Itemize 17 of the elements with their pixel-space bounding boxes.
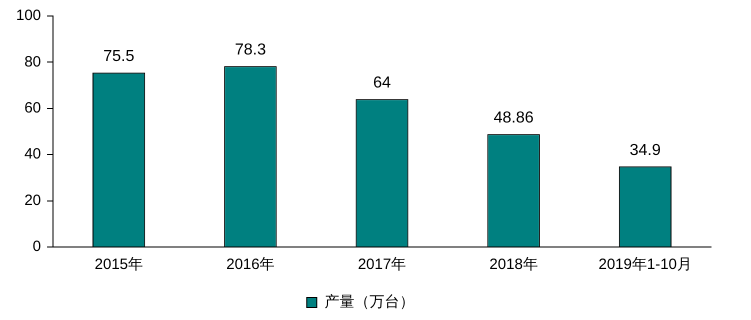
data-label: 78.3 [234,42,266,59]
data-label: 48.86 [494,110,534,127]
y-tick-label: 80 [24,53,42,70]
x-tick-label: 2019年1-10月 [598,256,692,274]
x-tick-label: 2018年 [489,256,538,274]
y-tick-label: 0 [32,238,42,256]
legend-label: 产量（万台） [324,294,414,311]
y-tick-label: 20 [24,192,42,209]
y-tick-label: 40 [24,146,42,163]
y-tick-label: 60 [24,100,42,117]
data-label: 64 [373,74,392,92]
x-tick-label: 2015年 [94,256,144,274]
data-label: 34.9 [630,142,661,159]
x-tick-label: 2016年 [226,256,275,274]
data-label: 75.5 [103,48,134,65]
y-tick-label: 100 [16,7,42,24]
x-tick-label: 2017年 [358,256,406,274]
